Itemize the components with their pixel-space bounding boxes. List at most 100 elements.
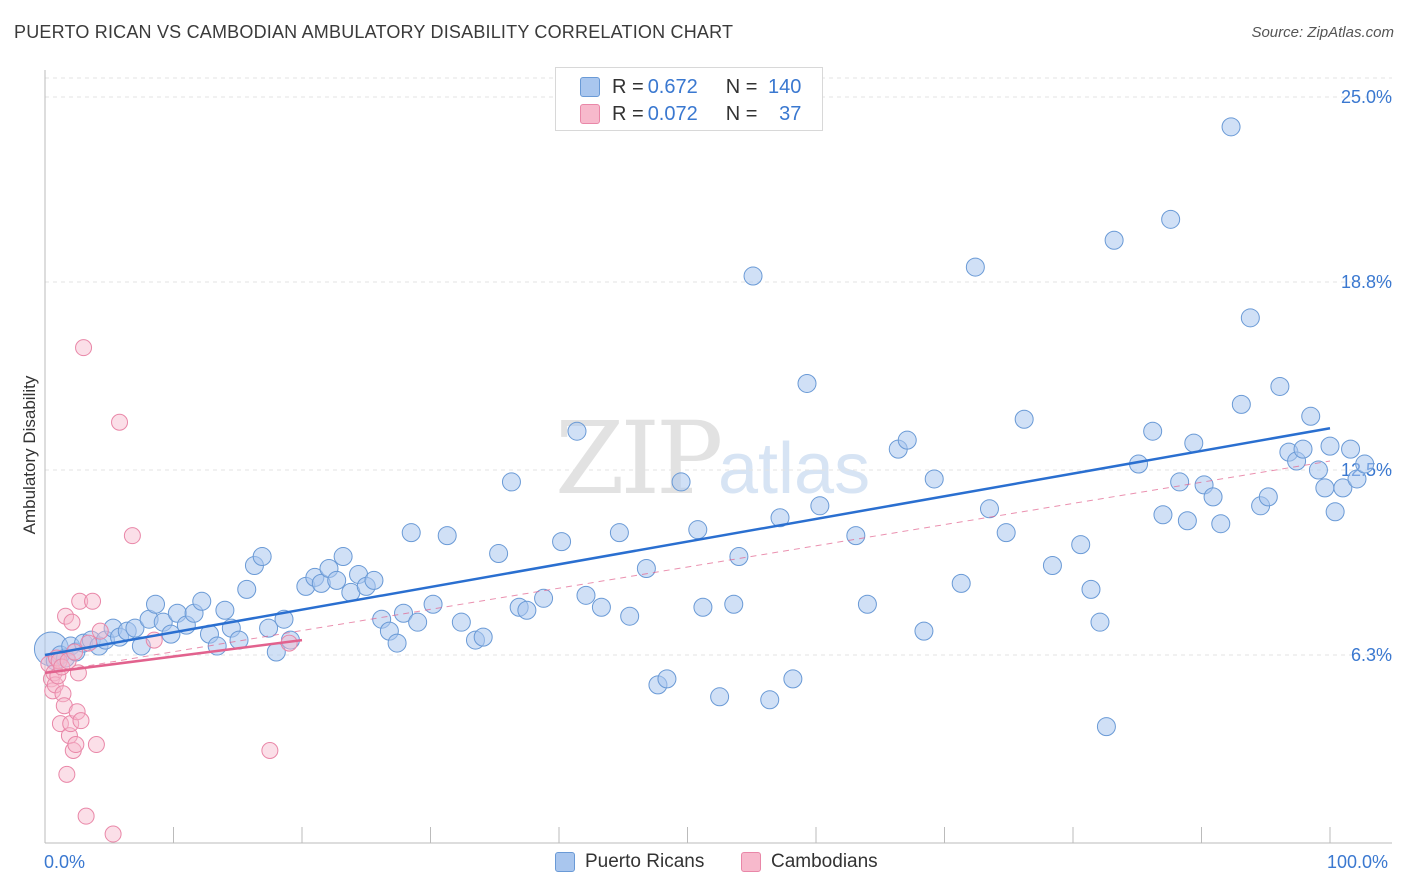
puerto-rican-point	[729, 547, 749, 567]
puerto-rican-point	[1042, 555, 1062, 575]
puerto-rican-point	[125, 618, 145, 638]
x-tick-label-max: 100.0%	[1327, 852, 1389, 872]
puerto-rican-point	[688, 520, 708, 540]
puerto-rican-point	[215, 600, 235, 620]
cambodian-point	[67, 736, 85, 754]
y-tick-label: 18.8%	[1341, 272, 1392, 292]
puerto-rican-point	[1347, 469, 1367, 489]
watermark-atlas: atlas	[718, 429, 871, 509]
axes	[44, 70, 1392, 844]
puerto-rican-point	[620, 606, 640, 626]
puerto-rican-point	[965, 257, 985, 277]
puerto-rican-point	[259, 618, 279, 638]
cambodian-point	[71, 592, 89, 610]
puerto-rican-point	[693, 597, 713, 617]
puerto-rican-point	[1096, 717, 1116, 737]
puerto-rican-point	[1203, 487, 1223, 507]
puerto-rican-point	[1333, 478, 1353, 498]
bottom-legend-puerto-ricans: Puerto Ricans	[555, 851, 704, 873]
puerto-rican-point	[743, 266, 763, 286]
cambodian-point	[58, 765, 76, 783]
puerto-rican-point	[996, 523, 1016, 543]
puerto-rican-point	[1315, 478, 1335, 498]
puerto-rican-point	[567, 421, 587, 441]
puerto-rican-point	[1308, 460, 1328, 480]
puerto-rican-point	[710, 687, 730, 707]
bottom-legend-swatch-blue	[555, 852, 575, 872]
puerto-rican-point	[783, 669, 803, 689]
puerto-rican-point	[1090, 612, 1110, 632]
puerto-rican-point	[897, 430, 917, 450]
x-tick-label-min: 0.0%	[44, 852, 86, 872]
puerto-rican-point	[237, 579, 257, 599]
y-tick-label: 25.0%	[1341, 87, 1392, 107]
puerto-rican-point	[473, 627, 493, 647]
cambodian-point	[84, 592, 102, 610]
puerto-rican-point	[657, 669, 677, 689]
y-tick-labels: 6.3%12.5%18.8%25.0%	[1341, 87, 1392, 665]
puerto-rican-point	[591, 597, 611, 617]
puerto-rican-point	[1325, 502, 1345, 522]
cambodian-point	[104, 825, 122, 843]
puerto-rican-point	[517, 600, 537, 620]
legend-row-cambodians: R = 0.072 N = 37	[580, 101, 801, 127]
puerto-rican-point	[1293, 439, 1313, 459]
legend-r-value: 0.072	[647, 102, 698, 125]
puerto-rican-point	[327, 570, 347, 590]
puerto-rican-point	[1211, 514, 1231, 534]
correlation-legend: R = 0.672 N = 140 R = 0.072 N = 37	[555, 67, 823, 131]
legend-r-label: R =	[612, 75, 644, 98]
cambodian-points	[40, 339, 298, 843]
puerto-rican-point	[394, 603, 414, 623]
puerto-rican-point	[857, 594, 877, 614]
puerto-rican-point	[636, 558, 656, 578]
puerto-rican-point	[609, 523, 629, 543]
puerto-rican-point	[1221, 117, 1241, 137]
cambodian-point	[72, 712, 90, 730]
puerto-rican-point	[501, 472, 521, 492]
cambodian-point	[111, 413, 129, 431]
cambodian-point	[51, 715, 69, 733]
source-credit: Source: ZipAtlas.com	[1251, 24, 1394, 41]
puerto-rican-point	[192, 591, 212, 611]
cambodian-point	[57, 607, 75, 625]
puerto-rican-point	[797, 373, 817, 393]
puerto-rican-point	[1071, 535, 1091, 555]
puerto-rican-point	[437, 526, 457, 546]
legend-row-puerto-ricans: R = 0.672 N = 140	[580, 74, 801, 100]
cambodian-trend-dashed	[44, 460, 1331, 674]
puerto-rican-point	[451, 612, 471, 632]
puerto-rican-point	[401, 523, 421, 543]
puerto-rican-point	[770, 508, 790, 528]
puerto-rican-point	[1240, 308, 1260, 328]
puerto-rican-point	[534, 588, 554, 608]
puerto-rican-point	[810, 496, 830, 516]
bottom-legend-label: Puerto Ricans	[585, 851, 705, 872]
bottom-legend-swatch-pink	[741, 852, 761, 872]
puerto-rican-point	[1104, 230, 1124, 250]
legend-n-label: N =	[725, 102, 758, 125]
puerto-rican-point	[1355, 454, 1375, 474]
puerto-rican-trend-line	[44, 426, 1331, 657]
puerto-rican-point	[1184, 433, 1204, 453]
legend-n-label: N =	[725, 75, 758, 98]
puerto-rican-point	[576, 585, 596, 605]
puerto-rican-point	[1170, 472, 1190, 492]
puerto-rican-point	[1081, 579, 1101, 599]
trend-lines	[44, 426, 1331, 675]
chart-title: PUERTO RICAN VS CAMBODIAN AMBULATORY DIS…	[14, 22, 734, 42]
puerto-rican-point	[1177, 511, 1197, 531]
watermark-zip: ZIP	[555, 400, 723, 517]
puerto-rican-point	[489, 544, 509, 564]
puerto-rican-point	[387, 633, 407, 653]
puerto-rican-point	[1143, 421, 1163, 441]
cambodian-point	[261, 741, 279, 759]
legend-n-value: 37	[779, 102, 802, 125]
puerto-rican-point	[914, 621, 934, 641]
puerto-rican-point	[1258, 487, 1278, 507]
puerto-rican-point	[333, 547, 353, 567]
puerto-rican-point	[1320, 436, 1340, 456]
bottom-legend-cambodians: Cambodians	[741, 851, 878, 873]
cambodian-point	[77, 807, 95, 825]
